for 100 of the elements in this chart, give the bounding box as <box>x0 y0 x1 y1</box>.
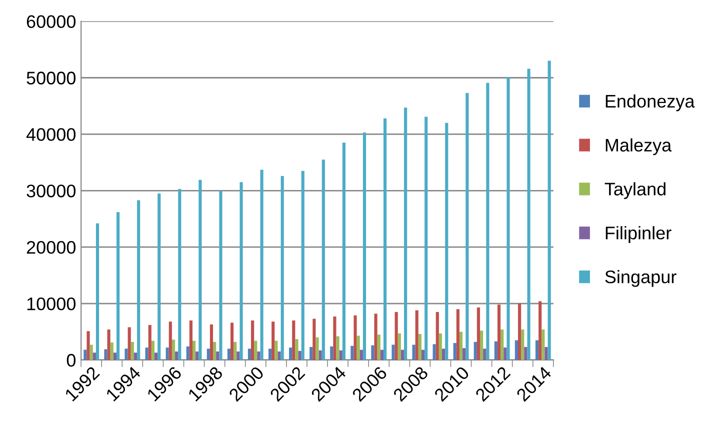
bar <box>392 344 395 360</box>
bar <box>438 333 442 360</box>
bar <box>92 352 96 360</box>
bar <box>494 341 498 360</box>
bar <box>230 322 234 360</box>
bar <box>453 343 456 360</box>
bar <box>476 307 480 360</box>
bar <box>374 314 378 360</box>
bar <box>128 327 131 360</box>
bar <box>227 348 230 360</box>
bar <box>110 342 114 360</box>
bar <box>216 352 220 360</box>
bar <box>248 348 252 360</box>
bar <box>274 340 278 360</box>
bar <box>524 346 528 360</box>
bar <box>189 320 192 360</box>
bar <box>137 200 140 360</box>
bar <box>210 324 214 360</box>
bar <box>280 176 284 360</box>
bar <box>354 315 357 360</box>
bar <box>418 334 422 360</box>
bar <box>456 309 460 360</box>
bar <box>333 316 336 360</box>
bar <box>268 348 272 360</box>
bar <box>240 182 243 360</box>
bar <box>400 350 404 360</box>
bar <box>168 322 172 360</box>
bar <box>521 329 524 360</box>
bar <box>295 339 298 360</box>
bar <box>257 352 260 360</box>
y-tick-label: 60000 <box>26 15 76 28</box>
bar <box>192 340 196 360</box>
y-tick-label: 30000 <box>26 184 76 198</box>
bar <box>380 350 384 360</box>
bar <box>312 318 316 360</box>
bar <box>234 342 237 360</box>
bar <box>535 340 539 360</box>
bar <box>542 329 545 360</box>
bar <box>254 340 258 360</box>
bar <box>145 348 148 360</box>
bar <box>336 336 340 360</box>
bar <box>166 348 169 360</box>
bar <box>514 340 518 360</box>
bar <box>404 108 408 360</box>
bar <box>377 334 380 360</box>
bar <box>462 348 466 360</box>
bar <box>394 312 398 360</box>
bar <box>398 333 401 360</box>
bar <box>486 82 490 360</box>
bar <box>432 344 436 360</box>
bar <box>186 346 190 360</box>
y-tick-label: 20000 <box>26 241 76 254</box>
legend-label: Malezya <box>606 138 672 156</box>
bar <box>322 160 325 360</box>
bar <box>298 350 302 360</box>
bar <box>158 193 161 360</box>
bar <box>415 310 418 360</box>
bar <box>301 170 304 360</box>
bar <box>527 68 530 360</box>
bar <box>318 350 322 360</box>
bar <box>362 132 366 360</box>
bar <box>84 350 87 360</box>
legend-label: Filipinler <box>606 226 672 243</box>
bar <box>124 348 128 360</box>
y-tick-label: 50000 <box>26 72 76 84</box>
bar <box>500 329 504 360</box>
bar <box>310 346 313 360</box>
bar <box>360 350 363 360</box>
bar <box>445 122 448 360</box>
bar <box>383 118 387 360</box>
bar <box>130 342 134 360</box>
bar <box>466 92 469 360</box>
bar <box>459 332 463 360</box>
bar <box>196 352 199 360</box>
bar <box>236 352 240 360</box>
bar <box>178 188 182 360</box>
bar <box>104 349 108 360</box>
bar <box>148 324 152 360</box>
bar <box>442 348 446 360</box>
bar <box>96 223 100 360</box>
legend-label: Singapur <box>605 270 676 287</box>
bar <box>483 348 486 360</box>
bar <box>538 301 542 360</box>
bar <box>518 304 522 360</box>
bar <box>86 331 90 360</box>
bar <box>316 337 319 360</box>
bar <box>90 344 93 360</box>
bar <box>548 60 551 360</box>
bar <box>151 340 154 360</box>
bar <box>497 304 501 360</box>
bar <box>330 346 334 360</box>
bar <box>544 346 548 360</box>
bar <box>251 320 254 360</box>
bar <box>172 340 176 360</box>
bar <box>272 322 275 360</box>
bar <box>292 320 296 360</box>
bar <box>474 342 477 360</box>
bar <box>506 77 510 360</box>
legend-label: Tayland <box>604 182 666 200</box>
bar <box>504 348 507 360</box>
